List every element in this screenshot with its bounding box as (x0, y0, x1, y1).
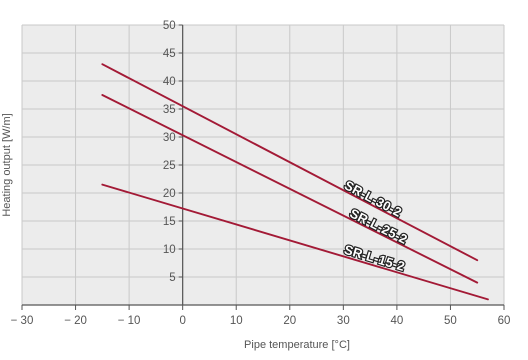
y-tick-label: 50 (163, 20, 176, 32)
x-tick-labels: − 30 − 20 − 10 0 10 20 30 40 50 60 (11, 315, 511, 327)
series-line-sr-l-30-2 (101, 63, 479, 262)
x-tick-label: 40 (390, 315, 403, 327)
x-tick-label: 60 (498, 315, 511, 327)
x-tick-label: − 10 (118, 315, 141, 327)
x-tick-label: − 20 (64, 315, 87, 327)
axes (21, 24, 505, 310)
series-line-sr-l-25-2 (101, 94, 479, 284)
grid (21, 24, 505, 305)
y-tick-label: 20 (163, 188, 176, 200)
y-axis-title: Heating output [W/m] (1, 113, 13, 216)
y-tick-label: 25 (163, 160, 176, 172)
y-tick-labels: 5 10 15 20 25 30 35 40 45 50 (163, 20, 176, 284)
x-tick-label: 20 (283, 315, 296, 327)
y-tick-label: 35 (163, 104, 176, 116)
y-tick-label: 5 (169, 272, 175, 284)
x-axis-title: Pipe temperature [°C] (244, 339, 350, 351)
series-line-sr-l-15-2 (101, 183, 489, 301)
x-tick-label: 10 (230, 315, 243, 327)
y-tick-label: 45 (163, 48, 176, 60)
x-tick-label: 50 (444, 315, 457, 327)
x-tick-label: 30 (337, 315, 350, 327)
y-tick-label: 40 (163, 76, 176, 88)
x-tick-label: − 30 (11, 315, 34, 327)
x-tick-label: 0 (179, 315, 185, 327)
y-tick-label: 15 (163, 216, 176, 228)
y-tick-label: 10 (163, 244, 176, 256)
y-tick-label: 30 (163, 132, 176, 144)
